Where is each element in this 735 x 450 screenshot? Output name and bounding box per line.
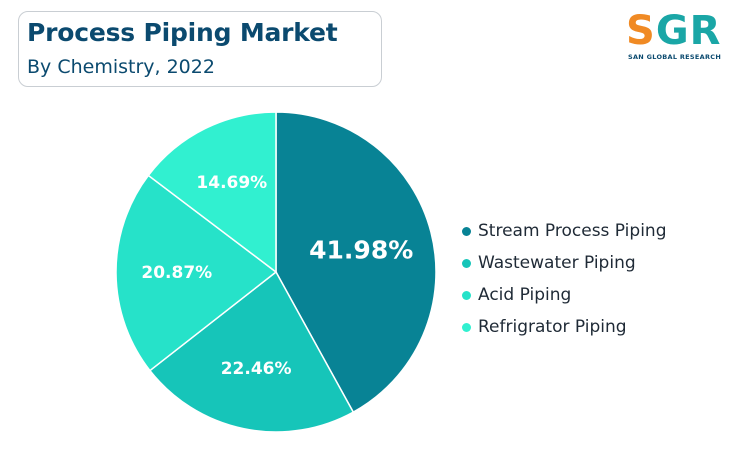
legend-label: Acid Piping — [478, 285, 572, 305]
sgr-logo: SGR SAN GLOBAL RESEARCH — [624, 8, 724, 64]
pie-slice-refrigrator-piping — [147, 111, 277, 274]
logo-letters: SGR — [626, 8, 721, 54]
legend: Stream Process Piping Wastewater Piping Ac… — [462, 215, 667, 343]
logo-tagline: SAN GLOBAL RESEARCH — [628, 53, 722, 61]
legend-swatch — [462, 258, 471, 268]
legend-item-acid-piping: Acid Piping — [462, 279, 667, 311]
logo-letter-r: R — [689, 8, 722, 54]
legend-swatch — [462, 226, 471, 236]
pie-slice-stream-process-piping — [275, 111, 437, 414]
pie-slice-wastewater-piping — [148, 270, 355, 433]
legend-label: Refrigrator Piping — [478, 317, 627, 337]
slice-label-acid-piping: 20.87% — [141, 263, 212, 283]
legend-label: Wastewater Piping — [478, 253, 636, 273]
slice-label-wastewater-piping: 22.46% — [221, 359, 292, 379]
title-box: Process Piping Market By Chemistry, 2022 — [18, 11, 382, 87]
legend-item-refrigrator-piping: Refrigrator Piping — [462, 311, 667, 343]
logo-letter-g: G — [655, 8, 690, 54]
logo-letter-s: S — [626, 8, 656, 54]
legend-label: Stream Process Piping — [478, 221, 667, 241]
chart-title: Process Piping Market — [27, 18, 338, 47]
pie-slice-acid-piping — [115, 174, 278, 372]
slice-label-stream-process-piping: 41.98% — [309, 236, 413, 265]
legend-swatch — [462, 322, 471, 332]
legend-item-stream-process-piping: Stream Process Piping — [462, 215, 667, 247]
chart-subtitle: By Chemistry, 2022 — [27, 56, 215, 78]
legend-item-wastewater-piping: Wastewater Piping — [462, 247, 667, 279]
legend-swatch — [462, 290, 471, 300]
slice-label-refrigrator-piping: 14.69% — [196, 173, 267, 193]
